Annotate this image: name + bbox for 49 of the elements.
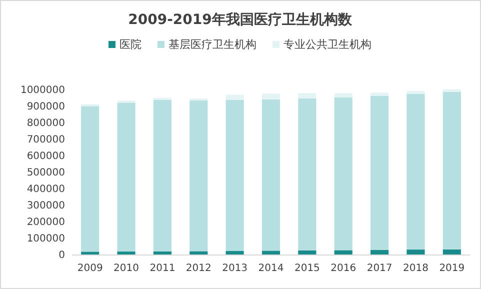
y-tick-label: 400000 (26, 184, 65, 196)
x-tick-label: 2017 (366, 263, 392, 274)
y-tick-label: 1000000 (20, 85, 65, 96)
y-tick-label: 600000 (26, 151, 65, 162)
y-tick-label: 300000 (26, 200, 65, 212)
bar (298, 93, 316, 98)
bar (406, 94, 425, 250)
bar (262, 99, 280, 251)
bar (262, 94, 280, 100)
y-tick-label: 100000 (26, 234, 65, 245)
y-tick-label: 700000 (26, 134, 65, 146)
bar (370, 92, 389, 96)
bar (153, 100, 172, 252)
bar (334, 97, 352, 250)
y-tick-label: 0 (58, 250, 65, 262)
bar (226, 94, 244, 100)
bar (370, 96, 389, 250)
y-tick-label: 800000 (26, 118, 65, 130)
bar (442, 89, 461, 92)
x-tick-label: 2018 (403, 263, 428, 274)
bar (442, 92, 461, 250)
y-tick-label: 900000 (26, 102, 65, 113)
bar (190, 100, 208, 252)
x-tick-label: 2013 (222, 263, 248, 274)
y-tick-label: 500000 (26, 168, 65, 179)
bar (406, 250, 425, 255)
legend-label: 医院 (120, 38, 142, 51)
x-tick-label: 2010 (114, 263, 139, 274)
legend-label: 专业公共卫生机构 (284, 38, 372, 51)
bar (190, 251, 208, 255)
bar (334, 250, 352, 255)
legend-label: 基层医疗卫生机构 (168, 38, 256, 51)
chart-title: 2009-2019年我国医疗卫生机构数 (128, 11, 353, 28)
bar (81, 252, 100, 255)
bar (81, 106, 100, 252)
x-tick-label: 2014 (258, 263, 284, 274)
y-tick-label: 200000 (26, 217, 65, 228)
x-tick-label: 2015 (294, 263, 320, 274)
x-tick-label: 2019 (439, 263, 465, 274)
bar (406, 90, 425, 94)
bar (298, 98, 316, 250)
bar (226, 100, 244, 251)
bar (334, 93, 352, 98)
x-tick-label: 2012 (186, 263, 212, 274)
x-tick-label: 2011 (150, 263, 176, 274)
bar (262, 250, 280, 255)
bar (117, 102, 136, 252)
x-tick-label: 2016 (330, 263, 356, 274)
x-tick-label: 2009 (77, 263, 103, 274)
